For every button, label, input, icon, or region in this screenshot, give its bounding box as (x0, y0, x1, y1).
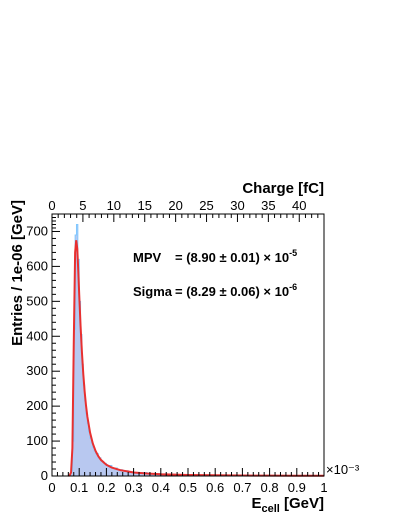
x-axis-title: Ecell [GeV] (251, 495, 324, 515)
top-tick-label: 5 (79, 198, 86, 213)
top-tick-label: 35 (261, 198, 275, 213)
x-tick-label: 0.6 (206, 480, 224, 495)
sigma-value: = (8.29 ± 0.06) × 10-6 (175, 282, 297, 299)
top-axis-title: Charge [fC] (242, 180, 324, 197)
y-axis-title: Entries / 1e-06 [GeV] (9, 200, 26, 346)
x-tick-label: 0.2 (97, 480, 115, 495)
x-tick-label: 0.3 (125, 480, 143, 495)
top-tick-label: 30 (230, 198, 244, 213)
top-tick-label: 40 (292, 198, 306, 213)
x-tick-label: 0 (48, 480, 55, 495)
mpv-value: = (8.90 ± 0.01) × 10-5 (175, 248, 297, 265)
y-tick-label: 500 (26, 293, 48, 308)
y-tick-label: 600 (26, 258, 48, 273)
sigma-label: Sigma (133, 284, 173, 299)
y-tick-label: 0 (41, 468, 48, 483)
y-tick-label: 300 (26, 363, 48, 378)
x-tick-label: 0.7 (233, 480, 251, 495)
y-tick-label: 400 (26, 328, 48, 343)
x-tick-label: 0.8 (261, 480, 279, 495)
x-tick-label: 0.4 (152, 480, 170, 495)
top-tick-label: 10 (107, 198, 121, 213)
y-tick-label: 200 (26, 398, 48, 413)
x-tick-label: 0.5 (179, 480, 197, 495)
y-tick-label: 700 (26, 223, 48, 238)
top-tick-label: 25 (199, 198, 213, 213)
mpv-label: MPV (133, 250, 162, 265)
top-tick-label: 20 (168, 198, 182, 213)
x-tick-label: 0.1 (70, 480, 88, 495)
x-exponent-label: ×10⁻³ (326, 462, 360, 477)
x-tick-label: 1 (320, 480, 327, 495)
top-tick-label: 0 (48, 198, 55, 213)
y-tick-label: 100 (26, 433, 48, 448)
fit-curve (67, 240, 325, 477)
top-tick-label: 15 (137, 198, 151, 213)
x-tick-label: 0.9 (288, 480, 306, 495)
